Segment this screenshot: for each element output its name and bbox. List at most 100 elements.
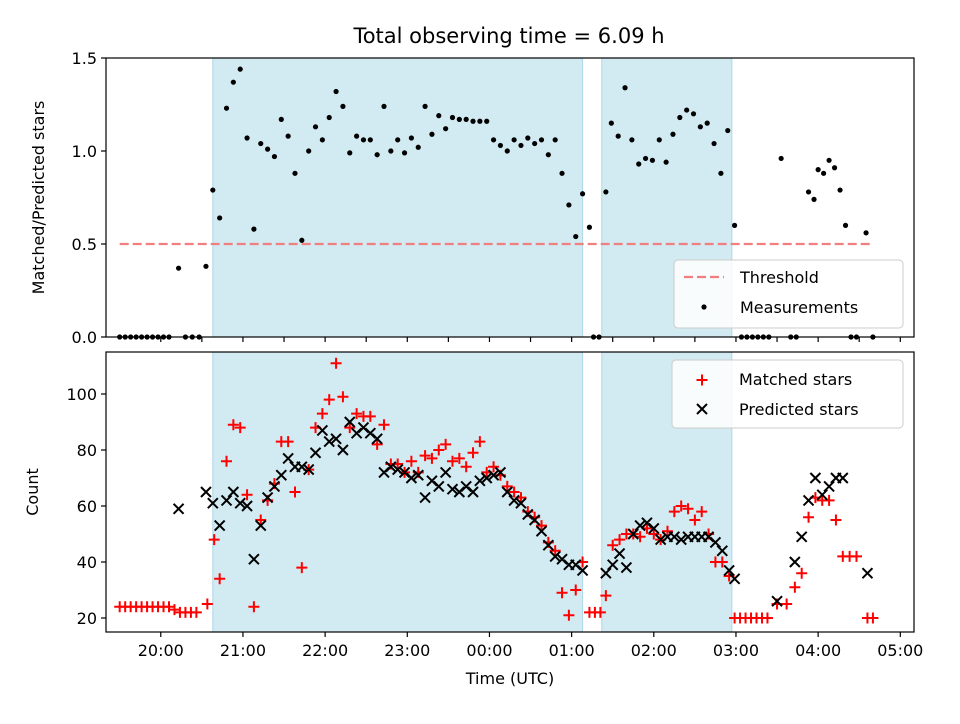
matched-star-point bbox=[282, 436, 294, 448]
matched-star-point bbox=[474, 436, 486, 448]
y-tick-label: 20 bbox=[77, 609, 97, 628]
measurement-point bbox=[552, 137, 558, 143]
measurement-point bbox=[690, 111, 697, 117]
predicted-star-point bbox=[302, 463, 315, 476]
predicted-star-point bbox=[654, 533, 667, 546]
chart-title: Total observing time = 6.09 h bbox=[352, 24, 664, 48]
predicted-star-point bbox=[627, 528, 639, 540]
predicted-star-point bbox=[282, 452, 294, 465]
predicted-star-point bbox=[723, 564, 735, 577]
measurement-point bbox=[210, 187, 216, 193]
shaded-interval bbox=[212, 57, 584, 338]
y-tick-label: 100 bbox=[66, 385, 97, 404]
predicted-star-point bbox=[391, 463, 404, 476]
measurement-point bbox=[545, 152, 551, 158]
measurement-point bbox=[573, 233, 579, 240]
predicted-star-point bbox=[668, 531, 681, 543]
measurement-point bbox=[367, 137, 373, 143]
measurement-point bbox=[518, 142, 524, 149]
measurement-point bbox=[656, 137, 662, 143]
measurement-point bbox=[463, 116, 469, 122]
x-tick-label: 20:00 bbox=[138, 641, 184, 660]
predicted-star-point bbox=[371, 433, 383, 445]
measurement-point bbox=[477, 118, 483, 124]
measurement-point bbox=[603, 189, 609, 195]
measurement-point bbox=[711, 140, 717, 147]
matched-star-point bbox=[488, 461, 500, 473]
legend-matched-swatch bbox=[696, 374, 708, 386]
measurement-point bbox=[731, 222, 738, 228]
predicted-star-point bbox=[576, 564, 589, 577]
measurement-point bbox=[360, 137, 367, 143]
legend-measurements-label: Measurements bbox=[740, 298, 858, 317]
measurement-point bbox=[408, 135, 414, 141]
predicted-star-point bbox=[487, 469, 500, 481]
measurement-point bbox=[333, 88, 339, 95]
measurement-point bbox=[175, 265, 182, 271]
predicted-star-point bbox=[213, 519, 226, 532]
measurement-point bbox=[579, 191, 586, 197]
matched-star-point bbox=[323, 394, 335, 406]
matched-star-point bbox=[330, 357, 342, 369]
matched-star-point bbox=[426, 452, 438, 464]
matched-star-point bbox=[661, 525, 673, 537]
matched-star-point bbox=[675, 500, 687, 512]
predicted-star-point bbox=[172, 503, 185, 515]
y-tick-label: 60 bbox=[77, 497, 97, 516]
predicted-star-point bbox=[816, 489, 828, 501]
measurement-point bbox=[697, 124, 703, 130]
predicted-star-point bbox=[607, 559, 619, 571]
measurement-point bbox=[622, 85, 628, 91]
predicted-star-point bbox=[309, 447, 322, 459]
matched-star-point bbox=[796, 567, 808, 579]
predicted-star-point bbox=[823, 480, 835, 493]
matched-star-point bbox=[316, 408, 328, 420]
y-axis-label: Count bbox=[23, 468, 42, 516]
measurement-point bbox=[319, 137, 325, 143]
measurement-point bbox=[566, 202, 572, 208]
measurement-point bbox=[826, 157, 832, 163]
matched-star-point bbox=[446, 455, 458, 467]
predicted-star-point bbox=[771, 595, 783, 607]
predicted-star-point bbox=[207, 497, 219, 509]
predicted-star-point bbox=[385, 461, 397, 473]
legend-box bbox=[673, 259, 904, 329]
measurement-point bbox=[663, 159, 669, 165]
predicted-star-point bbox=[200, 486, 212, 498]
measurement-point bbox=[278, 116, 284, 122]
predicted-star-point bbox=[809, 472, 822, 484]
x-tick-label: 02:00 bbox=[631, 641, 677, 660]
matched-star-point bbox=[241, 489, 253, 501]
measurement-point bbox=[244, 135, 250, 141]
matched-star-point bbox=[867, 612, 879, 624]
matched-star-point bbox=[337, 391, 349, 403]
measurement-point bbox=[677, 114, 683, 121]
matched-star-point bbox=[682, 503, 694, 515]
measurement-point bbox=[374, 152, 380, 158]
legend-threshold-label: Threshold bbox=[739, 268, 819, 287]
predicted-star-point bbox=[234, 497, 246, 509]
measurement-point bbox=[811, 196, 817, 202]
matched-star-point bbox=[214, 573, 226, 585]
matched-star-point bbox=[689, 514, 701, 526]
x-tick-label: 21:00 bbox=[220, 641, 266, 660]
measurement-point bbox=[484, 118, 490, 124]
y-axis-label: Matched/Predicted stars bbox=[29, 101, 48, 295]
predicted-star-point bbox=[268, 480, 281, 493]
matched-star-point bbox=[201, 598, 213, 610]
measurement-point bbox=[326, 114, 332, 121]
matched-star-point bbox=[850, 550, 862, 562]
matched-star-point bbox=[419, 450, 431, 462]
matched-star-point bbox=[289, 486, 301, 498]
measurement-point bbox=[251, 226, 257, 232]
measurement-point bbox=[525, 135, 531, 141]
measurement-point bbox=[258, 140, 264, 147]
measurement-point bbox=[831, 165, 838, 171]
predicted-star-point bbox=[789, 556, 801, 568]
measurement-point bbox=[422, 103, 428, 109]
matched-star-point bbox=[696, 506, 708, 518]
measurement-point bbox=[863, 230, 869, 236]
measurement-point bbox=[354, 133, 360, 139]
predicted-star-point bbox=[439, 466, 452, 479]
y-tick-label: 80 bbox=[77, 441, 97, 460]
